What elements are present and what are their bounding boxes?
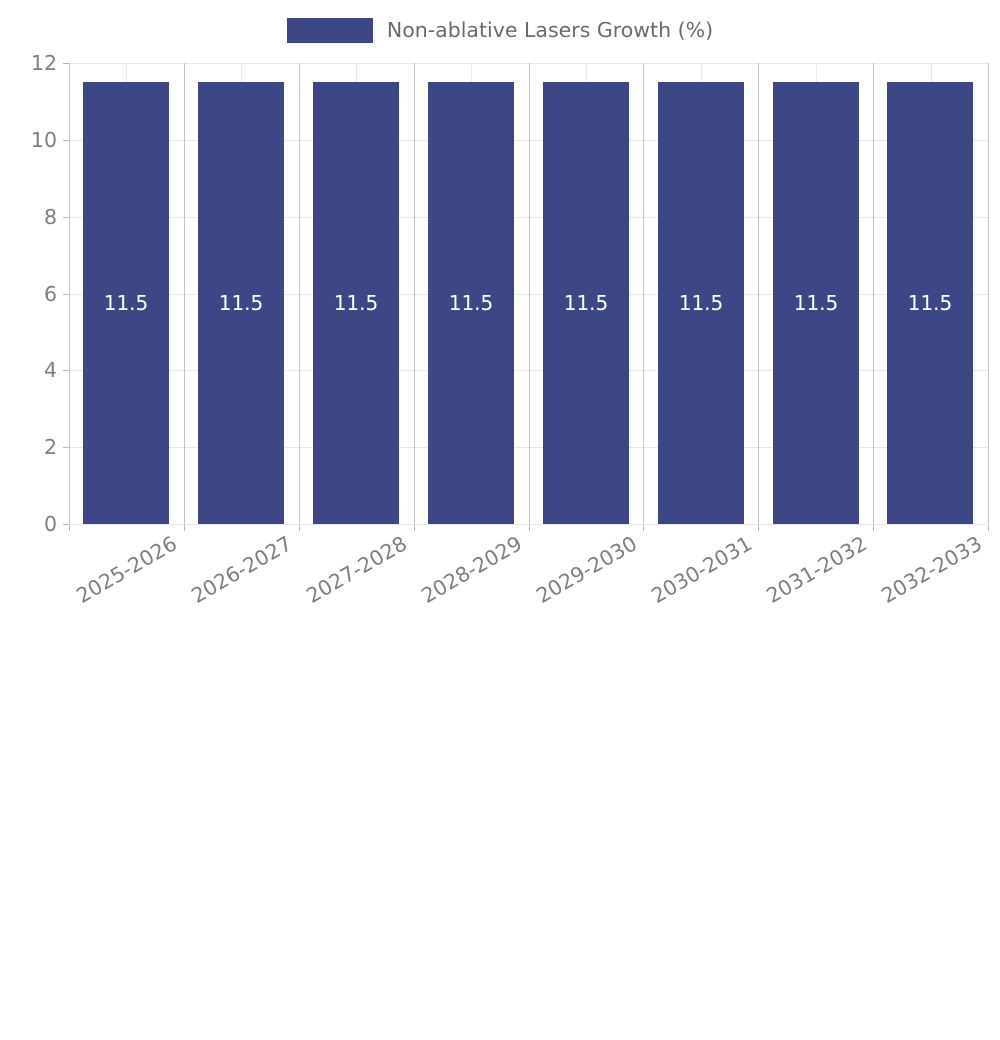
legend-label: Non-ablative Lasers Growth (%) — [386, 17, 714, 42]
x-axis-tick-mark — [643, 525, 644, 531]
y-axis-tick-label: 4 — [43, 357, 57, 382]
x-axis-tick-mark — [873, 525, 874, 531]
bar-value-label: 11.5 — [448, 291, 494, 315]
x-axis-tick-mark — [184, 525, 185, 531]
bar[interactable]: 11.5 — [428, 82, 514, 524]
y-axis-tick-label: 0 — [43, 511, 57, 536]
x-axis-tick-label: 2032-2033 — [131, 531, 986, 1038]
x-axis-tick-label: 2031-2032 — [115, 531, 871, 981]
y-axis-tick-mark — [63, 294, 69, 295]
x-axis-tick-label-text: 2032-2033 — [877, 531, 986, 608]
legend-item-non-ablative-lasers-growth[interactable]: Non-ablative Lasers Growth (%) — [286, 17, 714, 43]
x-axis-tick-label: 2029-2030 — [84, 531, 641, 866]
x-axis-tick-mark — [69, 525, 70, 531]
x-axis-tick-label-text: 2031-2032 — [762, 531, 871, 608]
legend-color-swatch-icon — [286, 17, 373, 43]
gridline-vertical-category — [299, 63, 300, 524]
bar-value-label: 11.5 — [793, 291, 839, 315]
x-axis-tick-mark — [988, 525, 989, 531]
gridline-horizontal — [69, 293, 988, 295]
gridline-vertical-category — [643, 63, 644, 524]
gridline-vertical-category — [758, 63, 759, 524]
y-axis-tick-label: 2 — [43, 434, 57, 459]
gridline-horizontal — [69, 63, 988, 64]
bar-value-label: 11.5 — [563, 291, 609, 315]
gridline-vertical-category — [988, 63, 989, 524]
x-axis-tick-mark — [758, 525, 759, 531]
gridline-horizontal — [69, 370, 988, 372]
x-axis-tick-mark — [299, 525, 300, 531]
y-axis-tick-mark — [63, 63, 69, 64]
gridline-horizontal — [69, 524, 988, 525]
x-axis-tick-label-text: 2025-2026 — [72, 531, 181, 608]
bar-value-label: 11.5 — [333, 291, 379, 315]
bar-value-label: 11.5 — [218, 291, 264, 315]
x-axis-tick-label-text: 2029-2030 — [532, 531, 641, 608]
y-axis-tick-label: 10 — [30, 127, 57, 152]
y-axis-tick-label: 8 — [43, 204, 57, 229]
bar-value-label: 11.5 — [678, 291, 724, 315]
x-axis-tick-mark — [414, 525, 415, 531]
bar[interactable]: 11.5 — [543, 82, 629, 524]
y-axis-tick-mark — [63, 447, 69, 448]
y-axis-tick-labels: 0 2 4 6 8 10 12 — [0, 0, 57, 600]
bar[interactable]: 11.5 — [887, 82, 973, 524]
gridline-horizontal — [69, 216, 988, 218]
gridline-vertical-category — [529, 63, 530, 524]
x-axis-tick-label-text: 2027-2028 — [302, 531, 411, 608]
x-axis-tick-label-text: 2026-2027 — [187, 531, 296, 608]
gridline-vertical-category — [69, 63, 70, 524]
y-axis-tick-label: 6 — [43, 281, 57, 306]
y-axis-tick-mark — [63, 217, 69, 218]
chart-legend: Non-ablative Lasers Growth (%) — [0, 12, 1000, 48]
plot-area: 11.5 11.5 11.5 11.5 11.5 11.5 11.5 11.5 — [69, 63, 989, 525]
bar[interactable]: 11.5 — [313, 82, 399, 524]
x-axis-tick-label-text: 2030-2031 — [647, 531, 756, 608]
x-axis-tick-label-text: 2028-2029 — [417, 531, 526, 608]
y-axis-tick-label: 12 — [30, 50, 57, 75]
bar[interactable]: 11.5 — [658, 82, 744, 524]
y-axis-tick-mark — [63, 524, 69, 525]
bar-value-label: 11.5 — [103, 291, 149, 315]
bar[interactable]: 11.5 — [198, 82, 284, 524]
gridline-horizontal — [69, 139, 988, 141]
bar[interactable]: 11.5 — [83, 82, 169, 524]
bar-value-label: 11.5 — [907, 291, 953, 315]
gridline-vertical-category — [873, 63, 874, 524]
gridline-vertical-category — [184, 63, 185, 524]
gridline-vertical-category — [414, 63, 415, 524]
bar[interactable]: 11.5 — [773, 82, 859, 524]
x-axis-tick-mark — [529, 525, 530, 531]
y-axis-tick-mark — [63, 370, 69, 371]
bar-chart-figure: Non-ablative Lasers Growth (%) 0 2 4 6 8 10 12… — [0, 0, 1000, 608]
gridline-horizontal — [69, 447, 988, 449]
y-axis-tick-mark — [63, 140, 69, 141]
